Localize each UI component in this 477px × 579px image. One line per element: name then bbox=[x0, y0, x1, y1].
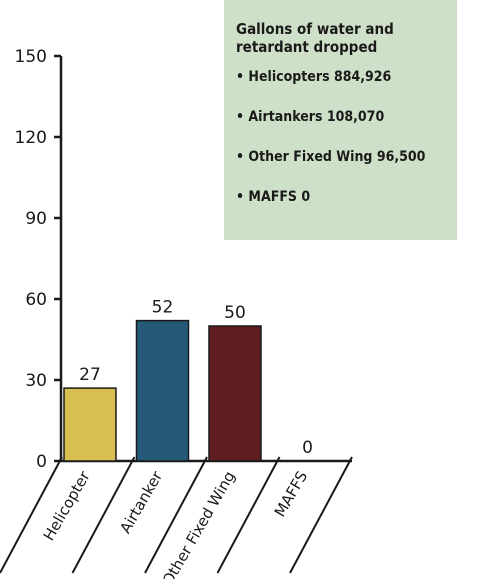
x-tick-label: MAFFS bbox=[271, 468, 311, 520]
x-separator bbox=[0, 456, 63, 574]
data-label: 50 bbox=[224, 303, 246, 323]
y-tick-label: 30 bbox=[25, 371, 47, 391]
annotation-title: Gallons of water and retardant dropped bbox=[236, 20, 394, 56]
x-separator bbox=[71, 456, 136, 574]
y-tick-label: 150 bbox=[15, 47, 47, 67]
annotation-box: Gallons of water and retardant dropped •… bbox=[224, 0, 457, 240]
bar bbox=[63, 387, 117, 462]
data-label: 0 bbox=[302, 438, 313, 458]
annotation-item: • Helicopters 884,926 bbox=[236, 69, 392, 85]
data-label: 27 bbox=[79, 365, 101, 385]
y-tick-label: 120 bbox=[15, 128, 47, 148]
data-label: 52 bbox=[152, 298, 174, 318]
bar bbox=[208, 325, 262, 462]
y-tick-label: 60 bbox=[25, 290, 47, 310]
annotation-item: • Airtankers 108,070 bbox=[236, 109, 385, 125]
x-tick-label: Helicopter bbox=[40, 467, 95, 543]
y-tick-label: 90 bbox=[25, 209, 47, 229]
x-separator bbox=[216, 456, 281, 574]
annotation-item: • MAFFS 0 bbox=[236, 189, 311, 205]
y-tick-label: 0 bbox=[36, 452, 47, 472]
annotation-item: • Other Fixed Wing 96,500 bbox=[236, 149, 426, 165]
bar bbox=[135, 319, 190, 462]
x-separator bbox=[289, 456, 353, 574]
x-separator bbox=[144, 456, 208, 574]
